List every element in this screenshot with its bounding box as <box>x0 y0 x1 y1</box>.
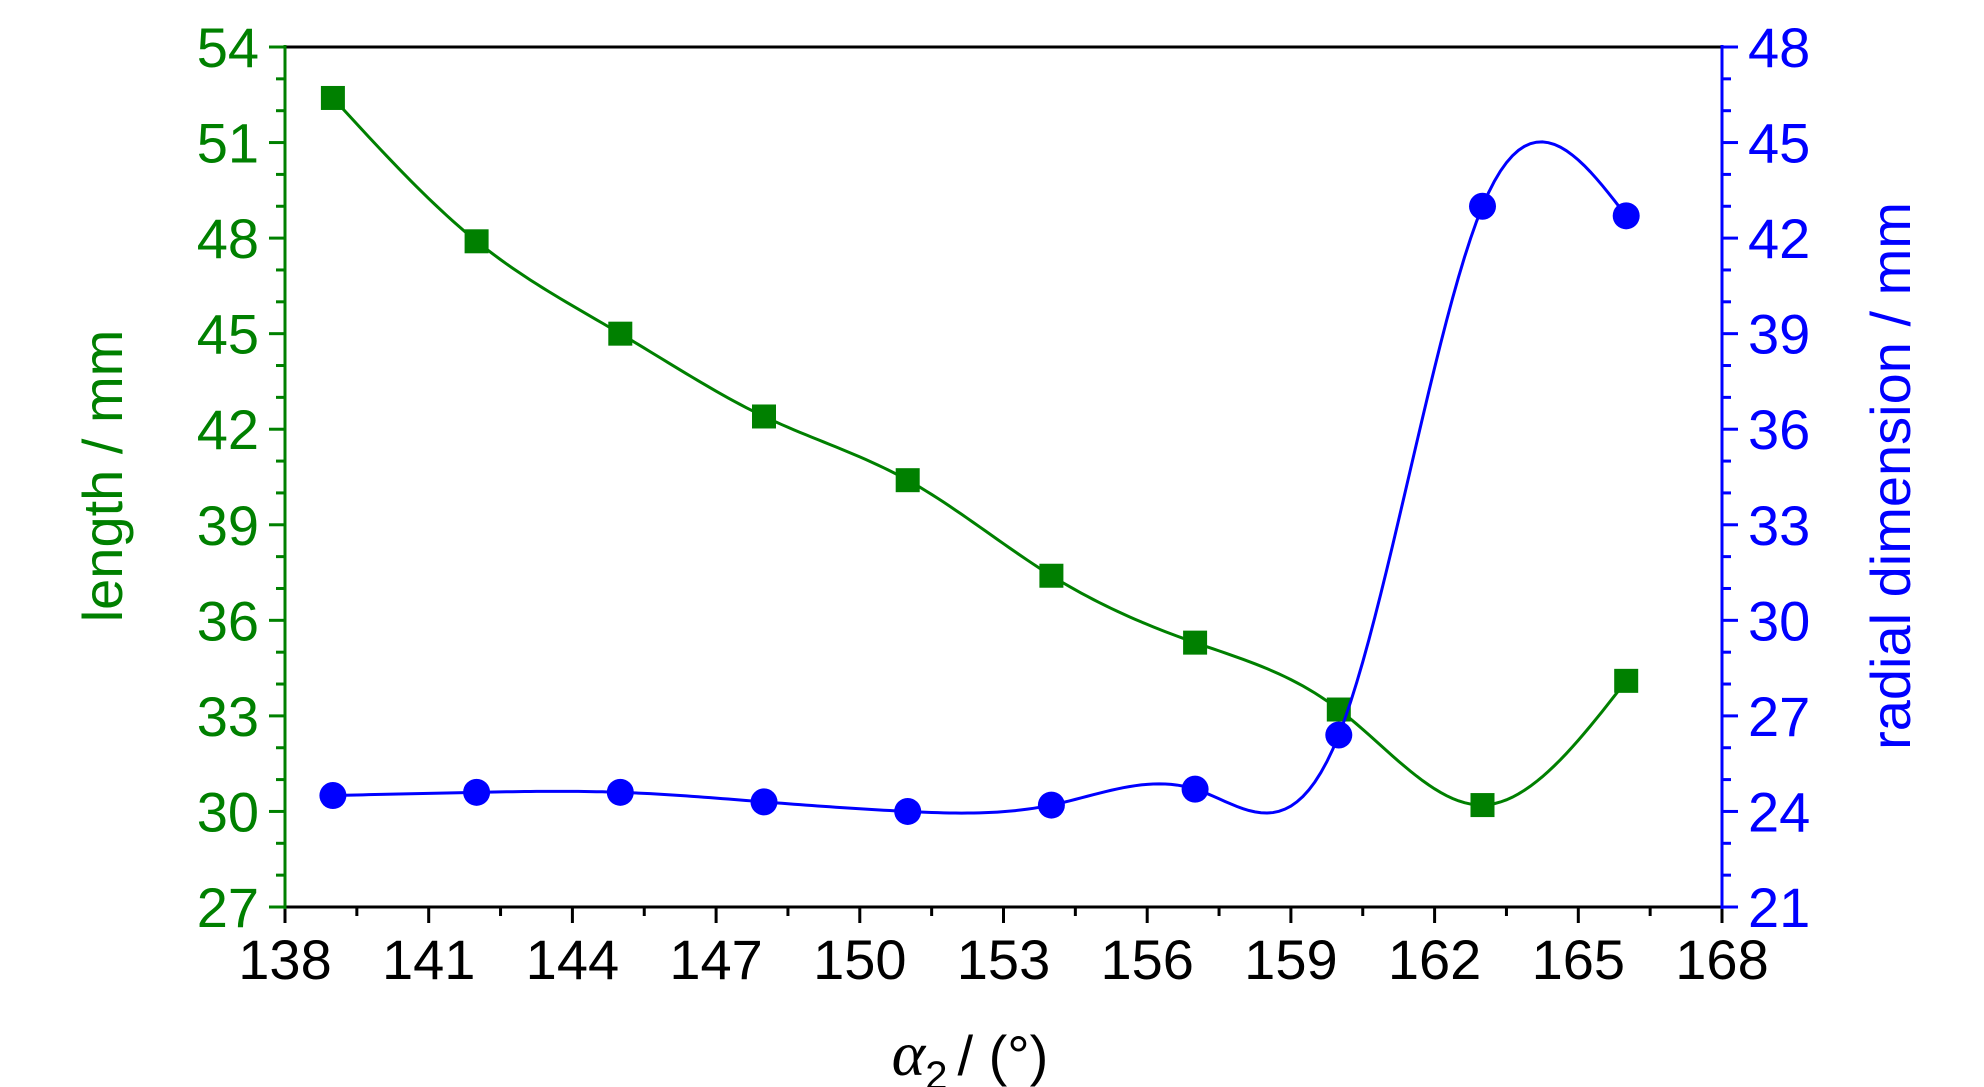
y-left-tick-label: 39 <box>197 494 259 557</box>
series-2-circle-marker <box>319 782 347 810</box>
y-left-tick-label: 27 <box>197 876 259 939</box>
series-2-circle-marker <box>1325 721 1353 749</box>
series-1-square-marker <box>895 468 920 493</box>
series-1-square-marker <box>1183 630 1208 655</box>
series-2-line <box>332 140 1628 815</box>
series-layer <box>319 85 1640 825</box>
y-left-tick-label: 33 <box>197 685 259 748</box>
y-axis-right-title: radial dimension / mm <box>1859 202 1922 750</box>
series-1-square-marker <box>752 404 776 429</box>
series-1-square-marker <box>464 229 489 254</box>
x-tick-label: 144 <box>526 928 619 991</box>
y-right-tick-label: 42 <box>1748 207 1810 270</box>
x-tick-label: 138 <box>238 928 331 991</box>
series-2-circle-marker <box>606 778 634 806</box>
y-left-tick-label: 30 <box>197 780 259 843</box>
series-1-square-marker <box>320 85 345 110</box>
y-right-tick-label: 33 <box>1748 494 1810 557</box>
series-2-circle-marker <box>1612 202 1640 230</box>
series-1-line <box>331 96 1628 807</box>
x-tick-label: 150 <box>813 928 906 991</box>
series-1-square-marker <box>1039 563 1064 588</box>
x-tick-label: 168 <box>1675 928 1768 991</box>
y-right-tick-label: 48 <box>1748 16 1810 79</box>
series-1-square-marker <box>1614 668 1639 693</box>
series-1-square-marker <box>1470 793 1495 818</box>
x-tick-label: 147 <box>669 928 762 991</box>
y-right-tick-label: 36 <box>1748 398 1810 461</box>
y-right-tick-label: 27 <box>1748 685 1810 748</box>
y-left-tick-label: 42 <box>197 398 259 461</box>
series-2-circle-marker <box>750 788 778 816</box>
series-2-circle-marker <box>1181 775 1209 803</box>
x-tick-label: 165 <box>1532 928 1625 991</box>
y-left-tick-label: 45 <box>197 303 259 366</box>
x-tick-label: 156 <box>1100 928 1193 991</box>
x-tick-label: 159 <box>1244 928 1337 991</box>
y-right-tick-label: 39 <box>1748 303 1810 366</box>
series-2-circle-marker <box>1469 192 1496 220</box>
x-tick-label: 153 <box>957 928 1050 991</box>
y-axis-left-title: length / mm <box>71 330 134 623</box>
y-right-tick-label: 30 <box>1748 589 1810 652</box>
y-left-tick-label: 54 <box>197 16 259 79</box>
y-left-tick-label: 51 <box>197 112 259 175</box>
y-left-tick-label: 48 <box>197 207 259 270</box>
y-right-tick-label: 24 <box>1748 780 1810 843</box>
series-2-circle-marker <box>1037 791 1065 819</box>
x-axis-title-symbol: α <box>892 1018 927 1087</box>
x-tick-label: 141 <box>382 928 475 991</box>
y-axis-left: 27 30 33 36 39 42 45 48 51 54 <box>197 16 287 939</box>
series-1-square-marker <box>608 321 633 346</box>
x-tick-label: 162 <box>1388 928 1481 991</box>
series-2-circle-marker <box>894 797 922 825</box>
y-left-tick-label: 36 <box>197 589 259 652</box>
x-axis-title-subscript: 2 <box>925 1054 947 1087</box>
series-2-circle-marker <box>463 778 491 806</box>
y-right-tick-label: 21 <box>1748 876 1810 939</box>
x-axis-title-unit: / (°) <box>958 1024 1049 1087</box>
x-axis: 138 141 144 147 150 153 156 159 162 165 168 <box>238 905 1769 991</box>
x-axis-title: α2 / (°) <box>892 1018 1049 1087</box>
y-right-tick-label: 45 <box>1748 112 1810 175</box>
y-axis-right: 21 24 27 30 33 36 39 42 45 48 <box>1720 16 1810 939</box>
